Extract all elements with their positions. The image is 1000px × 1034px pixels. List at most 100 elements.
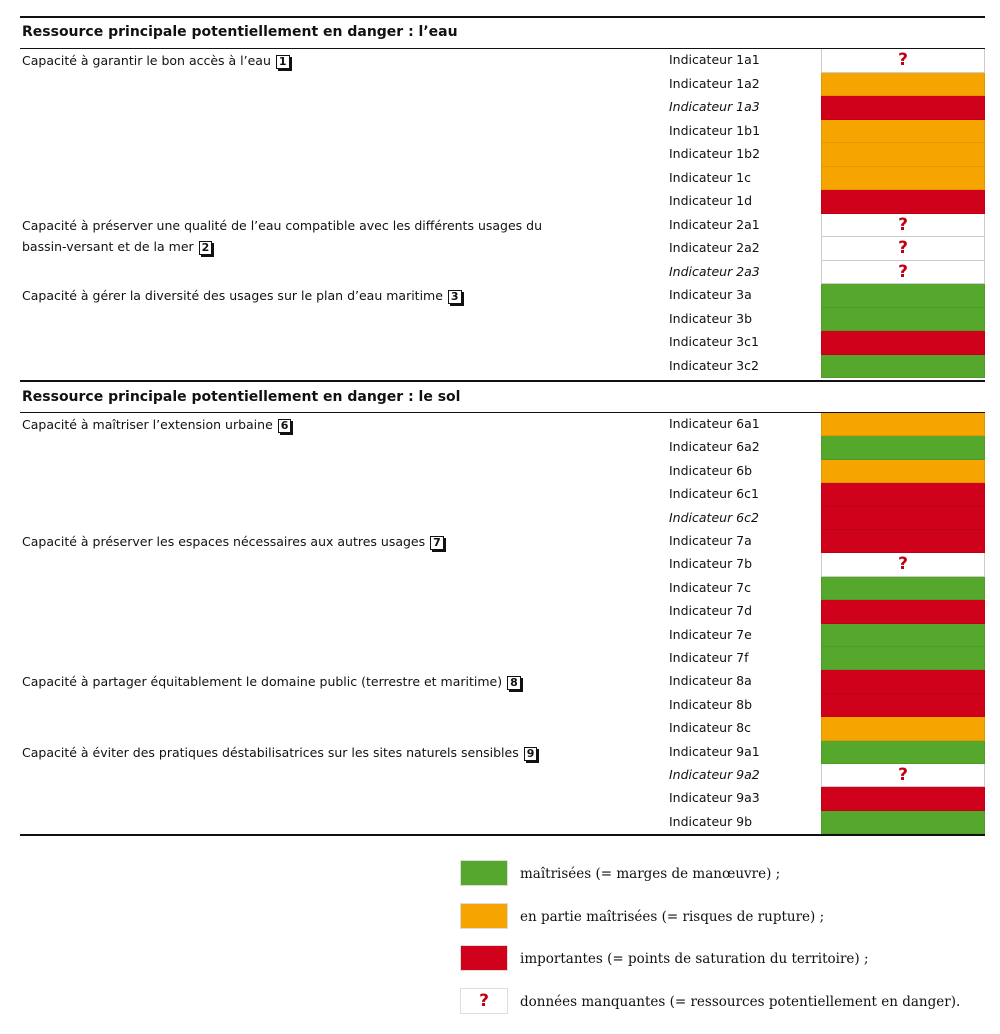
group-number: 1 (275, 55, 290, 69)
group-number: 7 (430, 536, 444, 550)
indicator-name: Indicateur 6a2 (669, 439, 760, 455)
status-cell: ? (821, 260, 985, 284)
group-text: Capacité à gérer la diversité des usages… (22, 288, 443, 303)
indicator-name: Indicateur 9b (669, 813, 753, 829)
group-label: Capacité à préserver une qualité de l’ea… (22, 215, 582, 257)
status-cell (821, 331, 985, 355)
rule (20, 16, 985, 18)
status-cell: ? (821, 237, 985, 261)
group-text: Capacité à garantir le bon accès à l’eau (22, 53, 271, 68)
status-cell (821, 190, 985, 214)
status-cell (821, 576, 985, 601)
status-cell (821, 413, 985, 437)
group-number: 9 (523, 746, 538, 761)
indicator-name: Indicateur 7d (669, 603, 753, 619)
indicator-name: Indicateur 6b (669, 462, 753, 478)
indicator-name: Indicateur 1a1 (669, 52, 760, 67)
group-text: Capacité à préserver une qualité de l’ea… (22, 217, 543, 254)
indicator-name: Indicateur 1b2 (669, 146, 761, 161)
status-cell (821, 307, 985, 331)
indicator-name: Indicateur 9a3 (669, 790, 760, 806)
status-cell (821, 166, 985, 190)
group-label: Capacité à gérer la diversité des usages… (22, 285, 582, 306)
indicator-name: Indicateur 2a3 (669, 263, 760, 279)
indicator-name: Indicateur 3c2 (669, 357, 759, 373)
status-cell (821, 693, 985, 718)
indicator-name: Indicateur 7e (669, 626, 752, 642)
group-text: Capacité à préserver les espaces nécessa… (22, 534, 426, 549)
rule (20, 834, 985, 837)
indicator-name: Indicateur 9a1 (669, 743, 760, 759)
group-label: Capacité à préserver les espaces nécessa… (22, 531, 582, 552)
indicator-name: Indicateur 7b (669, 556, 753, 572)
group-text: Capacité à partager équitablement le dom… (22, 674, 503, 690)
status-cell (821, 72, 985, 96)
rule (20, 412, 985, 413)
status-cell (821, 810, 985, 835)
indicator-name: Indicateur 1c (669, 169, 752, 185)
indicator-name: Indicateur 7a (669, 533, 752, 548)
section-title: Ressource principale potentiellement en … (22, 24, 458, 40)
indicator-name: Indicateur 7c (669, 579, 752, 595)
group-number: 8 (507, 676, 521, 691)
status-cell (821, 284, 985, 308)
legend-label: en partie maîtrisées (= risques de ruptu… (520, 908, 825, 925)
status-cell (821, 119, 985, 143)
status-cell (821, 740, 985, 764)
indicator-name: Indicateur 1a2 (669, 75, 760, 91)
indicator-name: Indicateur 1a3 (669, 99, 760, 114)
group-label: Capacité à éviter des pratiques déstabil… (22, 742, 582, 763)
indicator-name: Indicateur 2a2 (669, 240, 760, 255)
indicator-name: Indicateur 9a2 (669, 767, 760, 782)
indicator-name: Indicateur 3a (669, 287, 752, 302)
indicator-name: Indicateur 7f (669, 650, 749, 665)
group-text: Capacité à éviter des pratiques déstabil… (22, 744, 519, 760)
legend-label: données manquantes (= ressources potenti… (520, 994, 961, 1011)
rule (20, 48, 985, 49)
status-cell (821, 506, 985, 530)
indicator-name: Indicateur 3c1 (669, 334, 759, 349)
group-label: Capacité à maîtriser l’extension urbaine… (22, 414, 582, 435)
status-cell: ? (821, 764, 985, 788)
group-label: Capacité à garantir le bon accès à l’eau… (22, 50, 582, 71)
status-cell: ? (821, 213, 985, 237)
rule (20, 380, 985, 382)
indicator-name: Indicateur 3b (669, 310, 753, 326)
status-cell (821, 717, 985, 741)
group-text: Capacité à maîtriser l’extension urbaine (22, 417, 273, 432)
group-number: 6 (277, 419, 292, 433)
legend-swatch (460, 945, 508, 972)
legend-swatch: ? (460, 988, 508, 1015)
status-cell: ? (821, 49, 985, 73)
legend-label: importantes (= points de saturation du t… (520, 951, 869, 968)
indicator-name: Indicateur 6a1 (669, 416, 760, 431)
status-cell (821, 354, 985, 378)
status-cell (821, 600, 985, 624)
indicator-name: Indicateur 6c2 (669, 509, 759, 525)
status-cell (821, 459, 985, 484)
group-number: 2 (198, 240, 213, 255)
status-cell (821, 96, 985, 120)
status-cell (821, 143, 985, 167)
status-cell (821, 483, 985, 507)
status-cell: ? (821, 553, 985, 577)
indicator-name: Indicateur 1d (669, 193, 753, 208)
legend-swatch (460, 902, 508, 929)
status-cell (821, 436, 985, 460)
indicator-name: Indicateur 2a1 (669, 216, 760, 232)
indicator-name: Indicateur 8c (669, 720, 752, 736)
legend-swatch (460, 860, 508, 886)
group-label: Capacité à partager équitablement le dom… (22, 671, 582, 692)
status-cell (821, 670, 985, 694)
status-cell (821, 647, 985, 671)
status-cell (821, 530, 985, 554)
legend-label: maîtrisées (= marges de manœuvre) ; (520, 866, 781, 882)
status-cell (821, 787, 985, 811)
indicator-name: Indicateur 8a (669, 673, 752, 689)
status-cell (821, 623, 985, 647)
group-number: 3 (447, 290, 462, 304)
section-title: Ressource principale potentiellement en … (22, 389, 461, 405)
indicator-name: Indicateur 8b (669, 696, 753, 712)
indicator-name: Indicateur 1b1 (669, 122, 761, 138)
